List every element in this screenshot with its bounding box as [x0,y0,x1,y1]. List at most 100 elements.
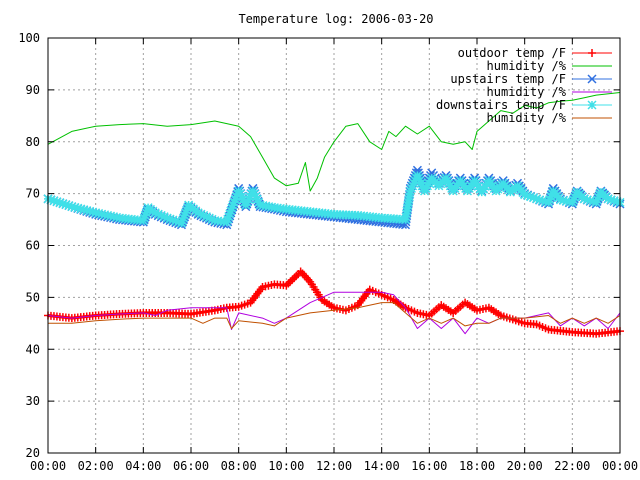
data-point [609,196,619,206]
data-point [414,173,424,183]
data-point [421,183,431,193]
data-point [196,209,206,219]
legend-label: outdoor temp /F [458,46,566,60]
data-point [422,181,432,191]
y-tick-label: 100 [18,31,40,45]
data-point [229,197,239,207]
y-tick-label: 20 [26,446,40,460]
data-point [222,217,232,227]
data-point [603,194,613,204]
data-point [64,201,74,211]
data-point [523,191,533,201]
series-4 [47,291,621,335]
data-point [168,215,178,225]
data-point [477,187,487,197]
data-point [606,195,616,205]
data-point [588,197,598,207]
data-point [76,204,86,214]
data-point [61,200,71,210]
data-point [424,178,434,188]
data-point [538,196,548,206]
y-tick-label: 90 [26,83,40,97]
legend-label: humidity /% [487,111,567,125]
data-point [142,205,152,215]
data-point [178,213,189,223]
data-point [207,214,217,224]
data-point [405,186,415,196]
data-point [582,195,592,205]
x-tick-label: 06:00 [173,459,209,473]
data-point [251,192,261,202]
data-point [591,197,601,207]
data-point [85,206,95,216]
data-point [409,178,419,188]
data-point [235,189,245,199]
data-point [227,203,237,213]
data-point [46,195,56,205]
x-tick-label: 22:00 [554,459,590,473]
legend-label: downstairs temp /F [436,98,566,112]
data-point [245,192,255,202]
data-point [67,202,77,212]
legend-marker [587,74,597,84]
data-point [526,192,536,202]
x-tick-label: 14:00 [364,459,400,473]
data-point [180,210,190,220]
data-point [249,189,259,199]
x-tick-label: 04:00 [125,459,161,473]
legend-label: humidity /% [487,59,567,73]
data-point [58,199,68,209]
data-point [529,193,539,203]
y-tick-label: 30 [26,394,40,408]
data-point [223,214,233,224]
data-point [532,194,542,204]
data-point [177,216,188,226]
data-point [199,210,209,220]
data-point [139,213,149,223]
y-tick-label: 70 [26,187,40,201]
x-tick-label: 10:00 [268,459,304,473]
data-point [182,205,192,215]
x-tick-label: 16:00 [411,459,447,473]
legend-label: upstairs temp /F [450,72,566,86]
data-point [417,181,427,191]
data-point [442,176,452,186]
data-point [545,195,555,205]
axis-ticks: 20 30 40 50 60 70 80 90 100 00:00 02:00 04:00 06:00 0… [18,31,638,473]
series-6 [48,302,621,329]
series-5 [43,170,625,228]
data-point [236,192,247,202]
data-point [241,200,251,210]
chart-title: Temperature log: 2006-03-20 [238,12,433,26]
data-point [445,181,455,191]
data-point [138,216,148,226]
data-point [406,183,416,193]
series-line [47,92,621,192]
data-point [52,197,62,207]
data-point [567,197,577,207]
data-point [248,186,258,196]
series-line [47,291,621,335]
x-tick-label: 02:00 [78,459,114,473]
data-point [479,184,489,194]
data-point [238,194,248,204]
data-point [252,194,262,204]
data-point [162,213,172,223]
data-point [55,198,65,208]
y-tick-label: 80 [26,135,40,149]
data-point [415,176,425,186]
data-point [242,197,252,207]
data-point [592,195,602,205]
data-point [153,209,163,219]
data-point [579,194,589,204]
series-layer [43,92,625,338]
data-point [543,197,554,207]
x-tick-label: 00:00 [30,459,66,473]
data-point [228,200,238,210]
data-point [174,217,184,227]
data-point [201,212,212,222]
data-point [176,218,186,228]
data-point [612,197,622,207]
